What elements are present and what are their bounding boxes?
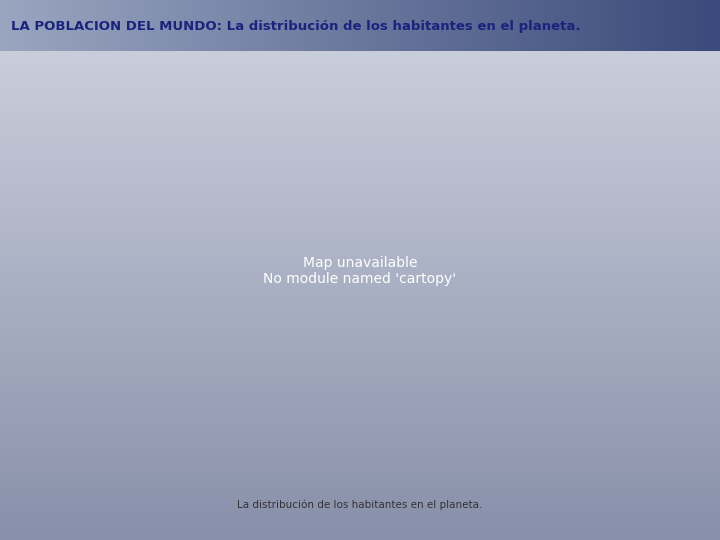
Text: LA POBLACION DEL MUNDO: La distribución de los habitantes en el planeta.: LA POBLACION DEL MUNDO: La distribución … <box>11 20 580 33</box>
Text: Map unavailable
No module named 'cartopy': Map unavailable No module named 'cartopy… <box>264 256 456 286</box>
Text: La distribución de los habitantes en el planeta.: La distribución de los habitantes en el … <box>238 499 482 510</box>
